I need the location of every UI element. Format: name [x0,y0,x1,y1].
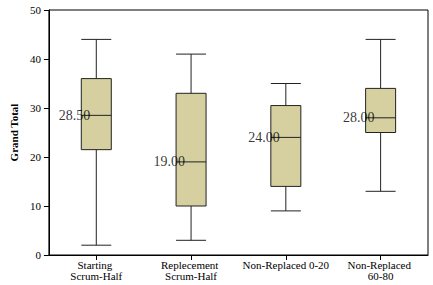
svg-text:24.00: 24.00 [248,130,280,145]
svg-text:Scrum-Half: Scrum-Half [70,270,122,282]
svg-text:40: 40 [30,53,42,65]
svg-text:20: 20 [30,151,42,163]
svg-text:0: 0 [35,249,41,261]
svg-text:Grand Total: Grand Total [8,104,20,162]
svg-text:19.00: 19.00 [154,154,186,169]
svg-text:Non-Replaced: Non-Replaced [347,258,414,271]
svg-text:30: 30 [30,102,42,114]
svg-text:Replecement: Replecement [161,258,222,271]
svg-text:Starting: Starting [77,258,116,271]
svg-text:60-80: 60-80 [368,270,394,282]
svg-text:10: 10 [30,200,42,212]
svg-text:28.50: 28.50 [59,108,91,123]
svg-text:Scrum-Half: Scrum-Half [165,270,217,282]
svg-text:50: 50 [30,4,42,16]
svg-text:Non-Replaced 0-20: Non-Replaced 0-20 [243,259,330,271]
svg-text:28.00: 28.00 [343,110,375,125]
